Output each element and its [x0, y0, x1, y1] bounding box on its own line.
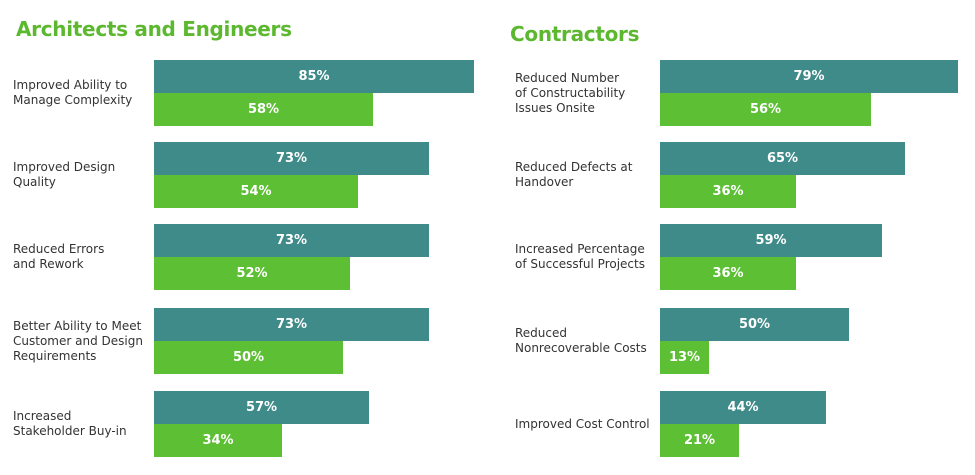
- bar-series-2: 36%: [660, 257, 796, 290]
- category-label: Increased Stakeholder Buy-in: [13, 409, 127, 438]
- architects-engineers-panel: Architects and Engineers Improved Abilit…: [0, 17, 490, 457]
- bar-value-label: 59%: [755, 233, 787, 248]
- bar-value-label: 13%: [668, 350, 701, 365]
- category-label: Reduced Errors and Rework: [13, 242, 105, 271]
- category-label: Improved Cost Control: [515, 416, 650, 431]
- category-group: Improved Design Quality 73% 54%: [0, 142, 490, 208]
- category-group: Reduced Nonrecoverable Costs 50% 13%: [498, 308, 975, 374]
- bar-series-2: 21%: [660, 424, 739, 457]
- category-group: Improved Cost Control 44% 21%: [498, 391, 975, 457]
- category-label: Reduced Nonrecoverable Costs: [515, 326, 647, 355]
- bar-series-1: 44%: [660, 391, 826, 424]
- bar-series-1: 57%: [154, 391, 369, 424]
- category-group: Reduced Number of Constructability Issue…: [498, 60, 975, 126]
- bar-series-1: 50%: [660, 308, 849, 341]
- bar-value-label: 57%: [245, 400, 278, 415]
- bar-value-label: 73%: [275, 317, 308, 332]
- bar-value-label: 21%: [683, 433, 716, 448]
- bar-value-label: 58%: [247, 102, 280, 117]
- bar-series-2: 56%: [660, 93, 871, 126]
- bar-value-label: 36%: [712, 184, 744, 199]
- bar-value-label: 34%: [202, 433, 234, 448]
- category-label: Improved Design Quality: [13, 160, 116, 189]
- category-label: Better Ability to Meet Customer and Desi…: [13, 318, 143, 363]
- category-group: Increased Percentage of Successful Proje…: [498, 224, 975, 290]
- panel-title: Contractors: [510, 22, 640, 46]
- bar-value-label: 79%: [793, 69, 825, 84]
- category-group: Reduced Errors and Rework 73% 52%: [0, 224, 490, 290]
- bar-value-label: 44%: [727, 400, 759, 415]
- bar-value-label: 85%: [298, 69, 330, 84]
- bar-value-label: 50%: [232, 350, 265, 365]
- bar-series-2: 52%: [154, 257, 350, 290]
- panel-title: Architects and Engineers: [16, 17, 292, 41]
- bar-series-1: 65%: [660, 142, 905, 175]
- bar-value-label: 54%: [240, 184, 272, 199]
- category-group: Reduced Defects at Handover 65% 36%: [498, 142, 975, 208]
- bar-value-label: 73%: [275, 151, 308, 166]
- category-label: Improved Ability to Manage Complexity: [13, 78, 133, 107]
- category-group: Better Ability to Meet Customer and Desi…: [0, 308, 490, 374]
- bar-series-2: 34%: [154, 424, 282, 457]
- bar-value-label: 50%: [738, 317, 771, 332]
- bar-series-2: 13%: [660, 341, 709, 374]
- bar-series-2: 58%: [154, 93, 373, 126]
- bar-series-1: 85%: [154, 60, 474, 93]
- bar-series-2: 50%: [154, 341, 343, 374]
- category-group: Improved Ability to Manage Complexity 85%…: [0, 60, 490, 126]
- bar-series-1: 79%: [660, 60, 958, 93]
- contractors-panel: Contractors Reduced Number of Constructa…: [498, 0, 975, 475]
- bar-series-1: 73%: [154, 142, 429, 175]
- bar-series-1: 73%: [154, 308, 429, 341]
- category-label: Reduced Defects at Handover: [515, 160, 633, 189]
- bar-value-label: 73%: [275, 233, 308, 248]
- bar-value-label: 56%: [749, 102, 782, 117]
- bar-series-2: 54%: [154, 175, 358, 208]
- category-label: Increased Percentage of Successful Proje…: [515, 242, 645, 271]
- bar-value-label: 65%: [766, 151, 799, 166]
- bar-series-2: 36%: [660, 175, 796, 208]
- bar-series-1: 59%: [660, 224, 882, 257]
- bar-series-1: 73%: [154, 224, 429, 257]
- category-label: Reduced Number of Constructability Issue…: [515, 70, 626, 115]
- bar-value-label: 36%: [712, 266, 744, 281]
- category-group: Increased Stakeholder Buy-in 57% 34%: [0, 391, 490, 457]
- bar-value-label: 52%: [236, 266, 268, 281]
